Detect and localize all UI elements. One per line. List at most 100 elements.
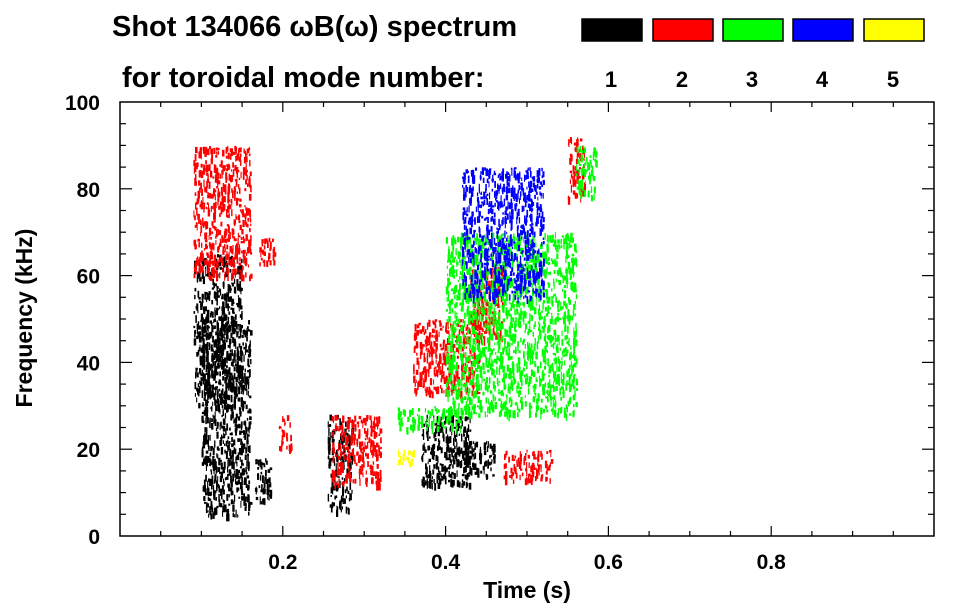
spectral-mark	[559, 347, 561, 351]
spectral-mark	[467, 377, 470, 383]
spectral-mark	[443, 379, 447, 384]
spectral-mark	[499, 235, 501, 238]
spectral-mark	[370, 432, 373, 437]
spectral-mark	[240, 241, 243, 244]
spectral-mark	[342, 415, 345, 424]
spectral-mark	[420, 379, 423, 387]
spectral-mark	[550, 408, 554, 412]
spectral-mark	[570, 396, 572, 403]
spectral-mark	[217, 182, 219, 188]
spectral-mark	[476, 319, 478, 326]
spectral-mark	[248, 421, 251, 430]
spectral-mark	[215, 388, 217, 396]
spectral-mark	[241, 490, 244, 496]
spectral-mark	[216, 421, 219, 427]
spectral-mark	[227, 466, 229, 473]
spectral-mark	[215, 229, 218, 237]
spectral-mark	[342, 500, 344, 504]
spectral-mark	[243, 472, 245, 476]
spectral-mark	[221, 310, 224, 316]
spectral-mark	[516, 365, 518, 373]
spectral-mark	[240, 430, 243, 434]
spectral-mark	[330, 487, 333, 494]
spectral-mark	[466, 310, 469, 314]
spectral-mark	[574, 166, 577, 171]
spectral-mark	[576, 155, 578, 162]
spectral-mark	[237, 350, 240, 359]
spectral-mark	[446, 415, 448, 418]
spectral-mark	[223, 506, 226, 513]
spectral-mark	[556, 316, 560, 322]
spectral-mark	[449, 406, 453, 409]
spectral-mark	[534, 321, 536, 327]
spectral-mark	[551, 315, 553, 321]
spectral-mark	[220, 326, 223, 334]
spectral-mark	[459, 336, 462, 344]
spectral-mark	[195, 201, 198, 205]
spectral-mark	[485, 397, 488, 404]
spectral-mark	[580, 196, 582, 203]
spectral-mark	[238, 245, 240, 253]
spectral-mark	[565, 303, 568, 308]
spectral-mark	[247, 461, 250, 470]
spectral-mark	[207, 148, 210, 156]
spectral-mark	[511, 363, 514, 367]
spectral-mark	[583, 158, 585, 161]
spectral-mark	[247, 410, 250, 414]
spectral-mark	[281, 435, 284, 440]
spectral-mark	[373, 433, 376, 438]
spectral-mark	[496, 332, 498, 336]
spectral-mark	[216, 298, 218, 306]
spectral-mark	[203, 409, 207, 416]
spectral-mark	[526, 462, 528, 470]
spectral-mark	[530, 465, 533, 473]
spectral-mark	[426, 322, 429, 330]
spectral-mark	[209, 251, 213, 255]
spectral-mark	[543, 317, 546, 325]
spectral-mark	[217, 262, 219, 267]
spectral-mark	[237, 452, 239, 459]
spectral-mark	[200, 155, 202, 160]
spectral-mark	[243, 443, 246, 449]
spectral-mark	[445, 469, 448, 473]
spectral-mark	[375, 449, 378, 457]
spectral-mark	[543, 272, 545, 276]
spectral-mark	[520, 396, 523, 401]
spectral-mark	[503, 347, 505, 352]
spectral-mark	[244, 506, 247, 511]
spectral-mark	[447, 273, 449, 276]
spectral-mark	[477, 369, 479, 373]
spectral-mark	[283, 418, 285, 422]
spectral-mark	[198, 180, 201, 186]
spectral-mark	[525, 453, 527, 456]
spectral-mark	[208, 259, 211, 268]
spectral-mark	[554, 333, 557, 340]
spectral-mark	[231, 248, 234, 255]
spectral-mark	[457, 447, 459, 455]
spectral-mark	[492, 328, 495, 331]
spectral-mark	[462, 481, 464, 484]
spectral-mark	[244, 348, 246, 355]
spectral-mark	[267, 242, 269, 248]
spectral-mark	[473, 370, 475, 377]
spectral-mark	[461, 255, 465, 263]
spectral-mark	[211, 321, 213, 326]
spectral-mark	[217, 357, 220, 363]
spectral-mark	[472, 326, 475, 332]
spectral-mark	[454, 294, 456, 299]
spectral-mark	[448, 386, 450, 390]
spectral-mark	[568, 317, 571, 325]
spectral-mark	[231, 188, 233, 193]
spectral-mark	[551, 366, 554, 372]
spectral-mark	[350, 442, 353, 446]
spectral-mark	[248, 495, 250, 502]
spectral-mark	[372, 444, 374, 451]
spectral-mark	[237, 232, 239, 238]
spectral-mark	[268, 484, 270, 492]
spectral-mark	[261, 242, 264, 247]
spectral-mark	[571, 154, 573, 162]
spectral-mark	[569, 398, 571, 405]
spectral-mark	[227, 325, 230, 332]
spectral-mark	[419, 351, 422, 360]
spectral-mark	[494, 317, 497, 320]
